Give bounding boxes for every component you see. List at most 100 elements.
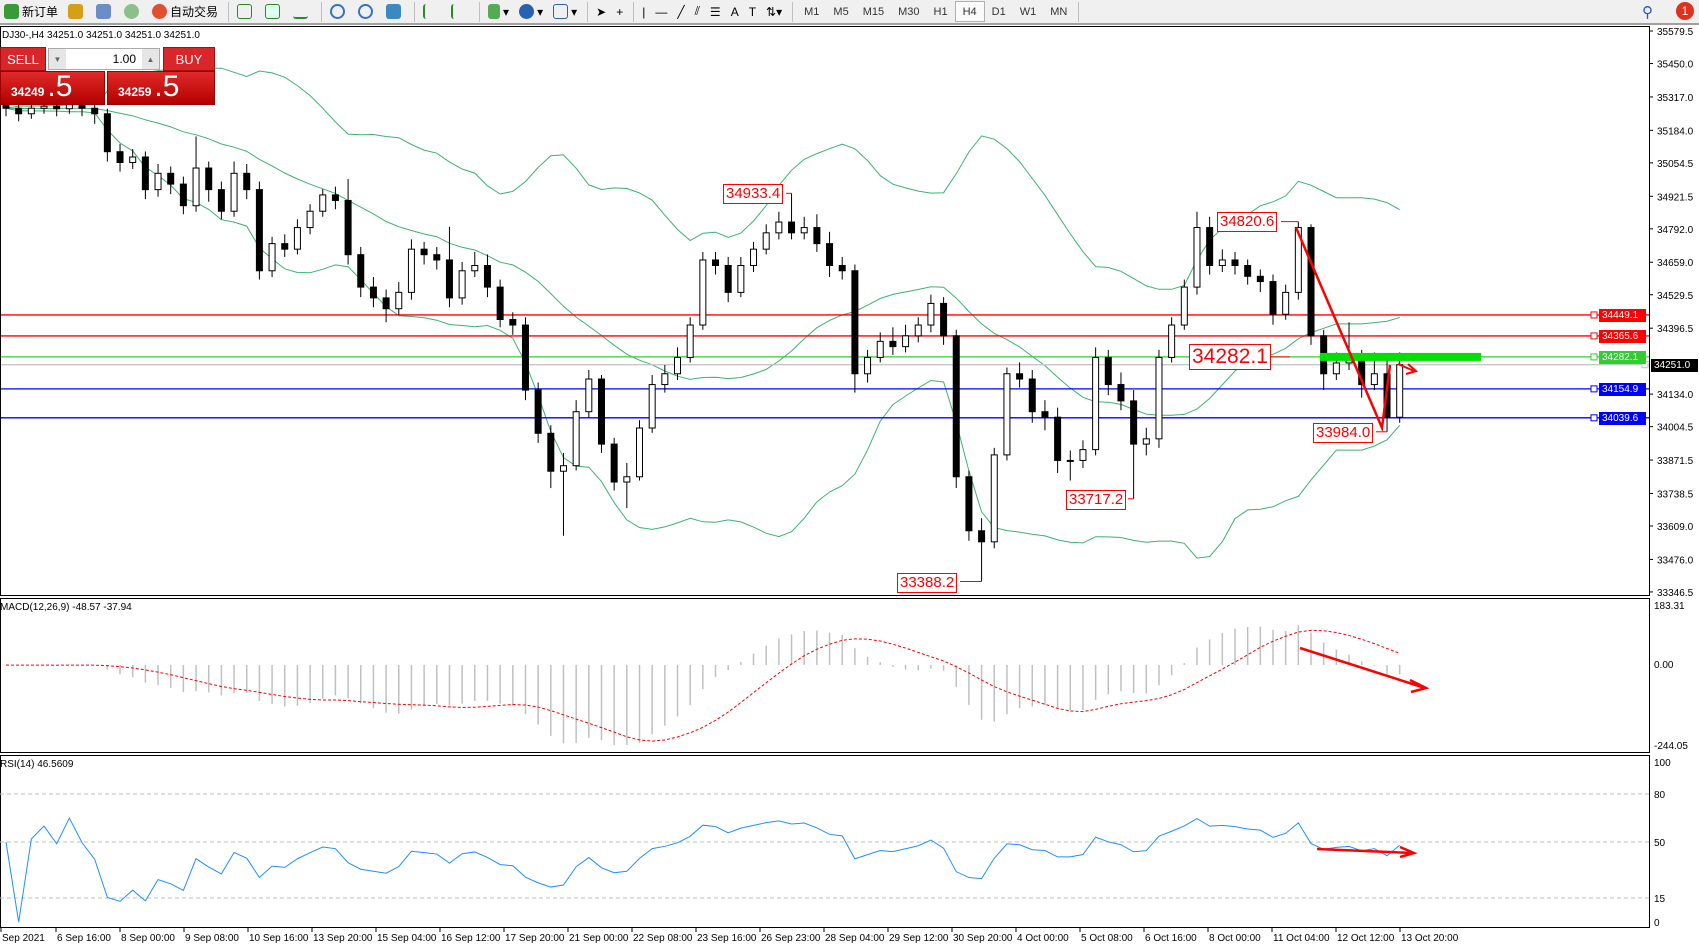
candle[interactable] bbox=[1269, 281, 1277, 315]
candle[interactable] bbox=[838, 264, 846, 272]
lot-increase-button[interactable]: ▲ bbox=[142, 49, 159, 69]
candle[interactable] bbox=[471, 264, 479, 272]
indicators-button[interactable]: ▾ bbox=[484, 1, 513, 22]
candle[interactable] bbox=[1104, 356, 1112, 386]
candle[interactable] bbox=[826, 243, 834, 266]
candle[interactable] bbox=[534, 389, 542, 434]
line-chart-button[interactable] bbox=[289, 1, 315, 22]
candle[interactable] bbox=[91, 107, 99, 115]
candle[interactable] bbox=[737, 264, 745, 293]
candle[interactable] bbox=[559, 465, 567, 472]
candle[interactable] bbox=[205, 167, 213, 191]
horizontal-line-button[interactable]: — bbox=[651, 1, 671, 22]
buy-price[interactable]: 34259.5 bbox=[107, 71, 215, 105]
equidistant-channel-button[interactable]: ⫽ bbox=[691, 1, 704, 22]
tile-windows-button[interactable] bbox=[382, 1, 408, 22]
timeframe-mn[interactable]: MN bbox=[1050, 5, 1068, 18]
autoscroll-button[interactable] bbox=[419, 1, 445, 22]
candle[interactable] bbox=[914, 324, 922, 337]
text-label-button[interactable]: T bbox=[745, 1, 760, 22]
candle[interactable] bbox=[141, 156, 149, 191]
fibonacci-button[interactable]: ☰ bbox=[706, 1, 725, 22]
candle[interactable] bbox=[813, 227, 821, 245]
low-price-label[interactable]: 33717.2 bbox=[1066, 490, 1127, 510]
rsi-divergence-arrow[interactable] bbox=[1316, 845, 1418, 859]
candle[interactable] bbox=[192, 167, 200, 207]
line-handle[interactable] bbox=[1590, 353, 1598, 361]
candle[interactable] bbox=[978, 530, 986, 543]
candle[interactable] bbox=[712, 259, 720, 266]
lot-size-input[interactable]: 1.00 bbox=[112, 52, 136, 66]
candle[interactable] bbox=[103, 113, 111, 153]
candle[interactable] bbox=[1370, 373, 1378, 386]
candle[interactable] bbox=[255, 189, 263, 272]
candle[interactable] bbox=[1092, 356, 1100, 451]
sell-button[interactable]: SELL bbox=[0, 47, 46, 71]
candle[interactable] bbox=[129, 156, 137, 164]
candle[interactable] bbox=[547, 432, 555, 472]
signals-button[interactable] bbox=[120, 1, 146, 22]
candle[interactable] bbox=[952, 335, 960, 478]
candle[interactable] bbox=[1066, 459, 1074, 462]
candle[interactable] bbox=[940, 302, 948, 337]
candle[interactable] bbox=[1294, 227, 1302, 293]
candle[interactable] bbox=[1396, 364, 1404, 418]
candle[interactable] bbox=[179, 183, 187, 207]
candle[interactable] bbox=[661, 373, 669, 386]
timeframe-m5[interactable]: M5 bbox=[833, 5, 849, 18]
candle[interactable] bbox=[585, 378, 593, 413]
trend-arrow[interactable] bbox=[1294, 227, 1392, 433]
candle[interactable] bbox=[433, 254, 441, 261]
line-handle[interactable] bbox=[1590, 385, 1598, 393]
search-icon[interactable]: ⚲ bbox=[1642, 4, 1653, 21]
templates-button[interactable]: ▾ bbox=[549, 1, 581, 22]
candle[interactable] bbox=[483, 264, 491, 288]
candle[interactable] bbox=[445, 259, 453, 299]
candle[interactable] bbox=[686, 324, 694, 358]
bar-chart-button[interactable] bbox=[233, 1, 259, 22]
candle[interactable] bbox=[40, 105, 48, 109]
candle[interactable] bbox=[1332, 362, 1340, 375]
candle[interactable] bbox=[1155, 356, 1163, 440]
candle[interactable] bbox=[1282, 291, 1290, 315]
chart-shift-button[interactable] bbox=[447, 1, 473, 22]
new-order-button[interactable]: 新订单 bbox=[0, 1, 62, 22]
candle[interactable] bbox=[230, 172, 238, 212]
low-price-label[interactable]: 33388.2 bbox=[897, 573, 958, 593]
candle[interactable] bbox=[154, 172, 162, 191]
candle[interactable] bbox=[167, 172, 175, 185]
candle[interactable] bbox=[750, 248, 758, 266]
candle[interactable] bbox=[636, 427, 643, 478]
candle[interactable] bbox=[775, 221, 783, 234]
candle[interactable] bbox=[407, 248, 415, 293]
arrows-button[interactable]: ⇅▾ bbox=[762, 1, 786, 22]
candle[interactable] bbox=[990, 454, 998, 543]
candle[interactable] bbox=[1003, 373, 1011, 456]
timeframe-h4[interactable]: H4 bbox=[954, 1, 985, 22]
auto-trading-button[interactable]: 自动交易 bbox=[148, 1, 222, 22]
candle[interactable] bbox=[1016, 373, 1024, 380]
candle[interactable] bbox=[27, 107, 35, 115]
candle[interactable] bbox=[1307, 227, 1315, 337]
zoom-in-button[interactable] bbox=[326, 1, 352, 22]
candle[interactable] bbox=[876, 340, 884, 358]
candle[interactable] bbox=[268, 243, 276, 272]
timeframe-m15[interactable]: M15 bbox=[862, 5, 885, 18]
candle[interactable] bbox=[1054, 416, 1062, 461]
candle[interactable] bbox=[281, 243, 289, 250]
candle[interactable] bbox=[1079, 449, 1087, 461]
candle[interactable] bbox=[623, 476, 631, 483]
price-line-label[interactable]: 34282.1 bbox=[1189, 344, 1271, 370]
line-handle[interactable] bbox=[1590, 332, 1598, 340]
candle[interactable] bbox=[521, 324, 529, 391]
candle[interactable] bbox=[1180, 286, 1188, 326]
candle[interactable] bbox=[344, 199, 352, 256]
timeframe-w1[interactable]: W1 bbox=[1019, 5, 1037, 18]
candle[interactable] bbox=[1117, 384, 1125, 402]
candle[interactable] bbox=[395, 291, 403, 310]
candle[interactable] bbox=[53, 105, 61, 110]
candle[interactable] bbox=[217, 189, 225, 212]
candle[interactable] bbox=[965, 476, 973, 532]
candle[interactable] bbox=[331, 194, 339, 201]
candle[interactable] bbox=[851, 270, 859, 375]
